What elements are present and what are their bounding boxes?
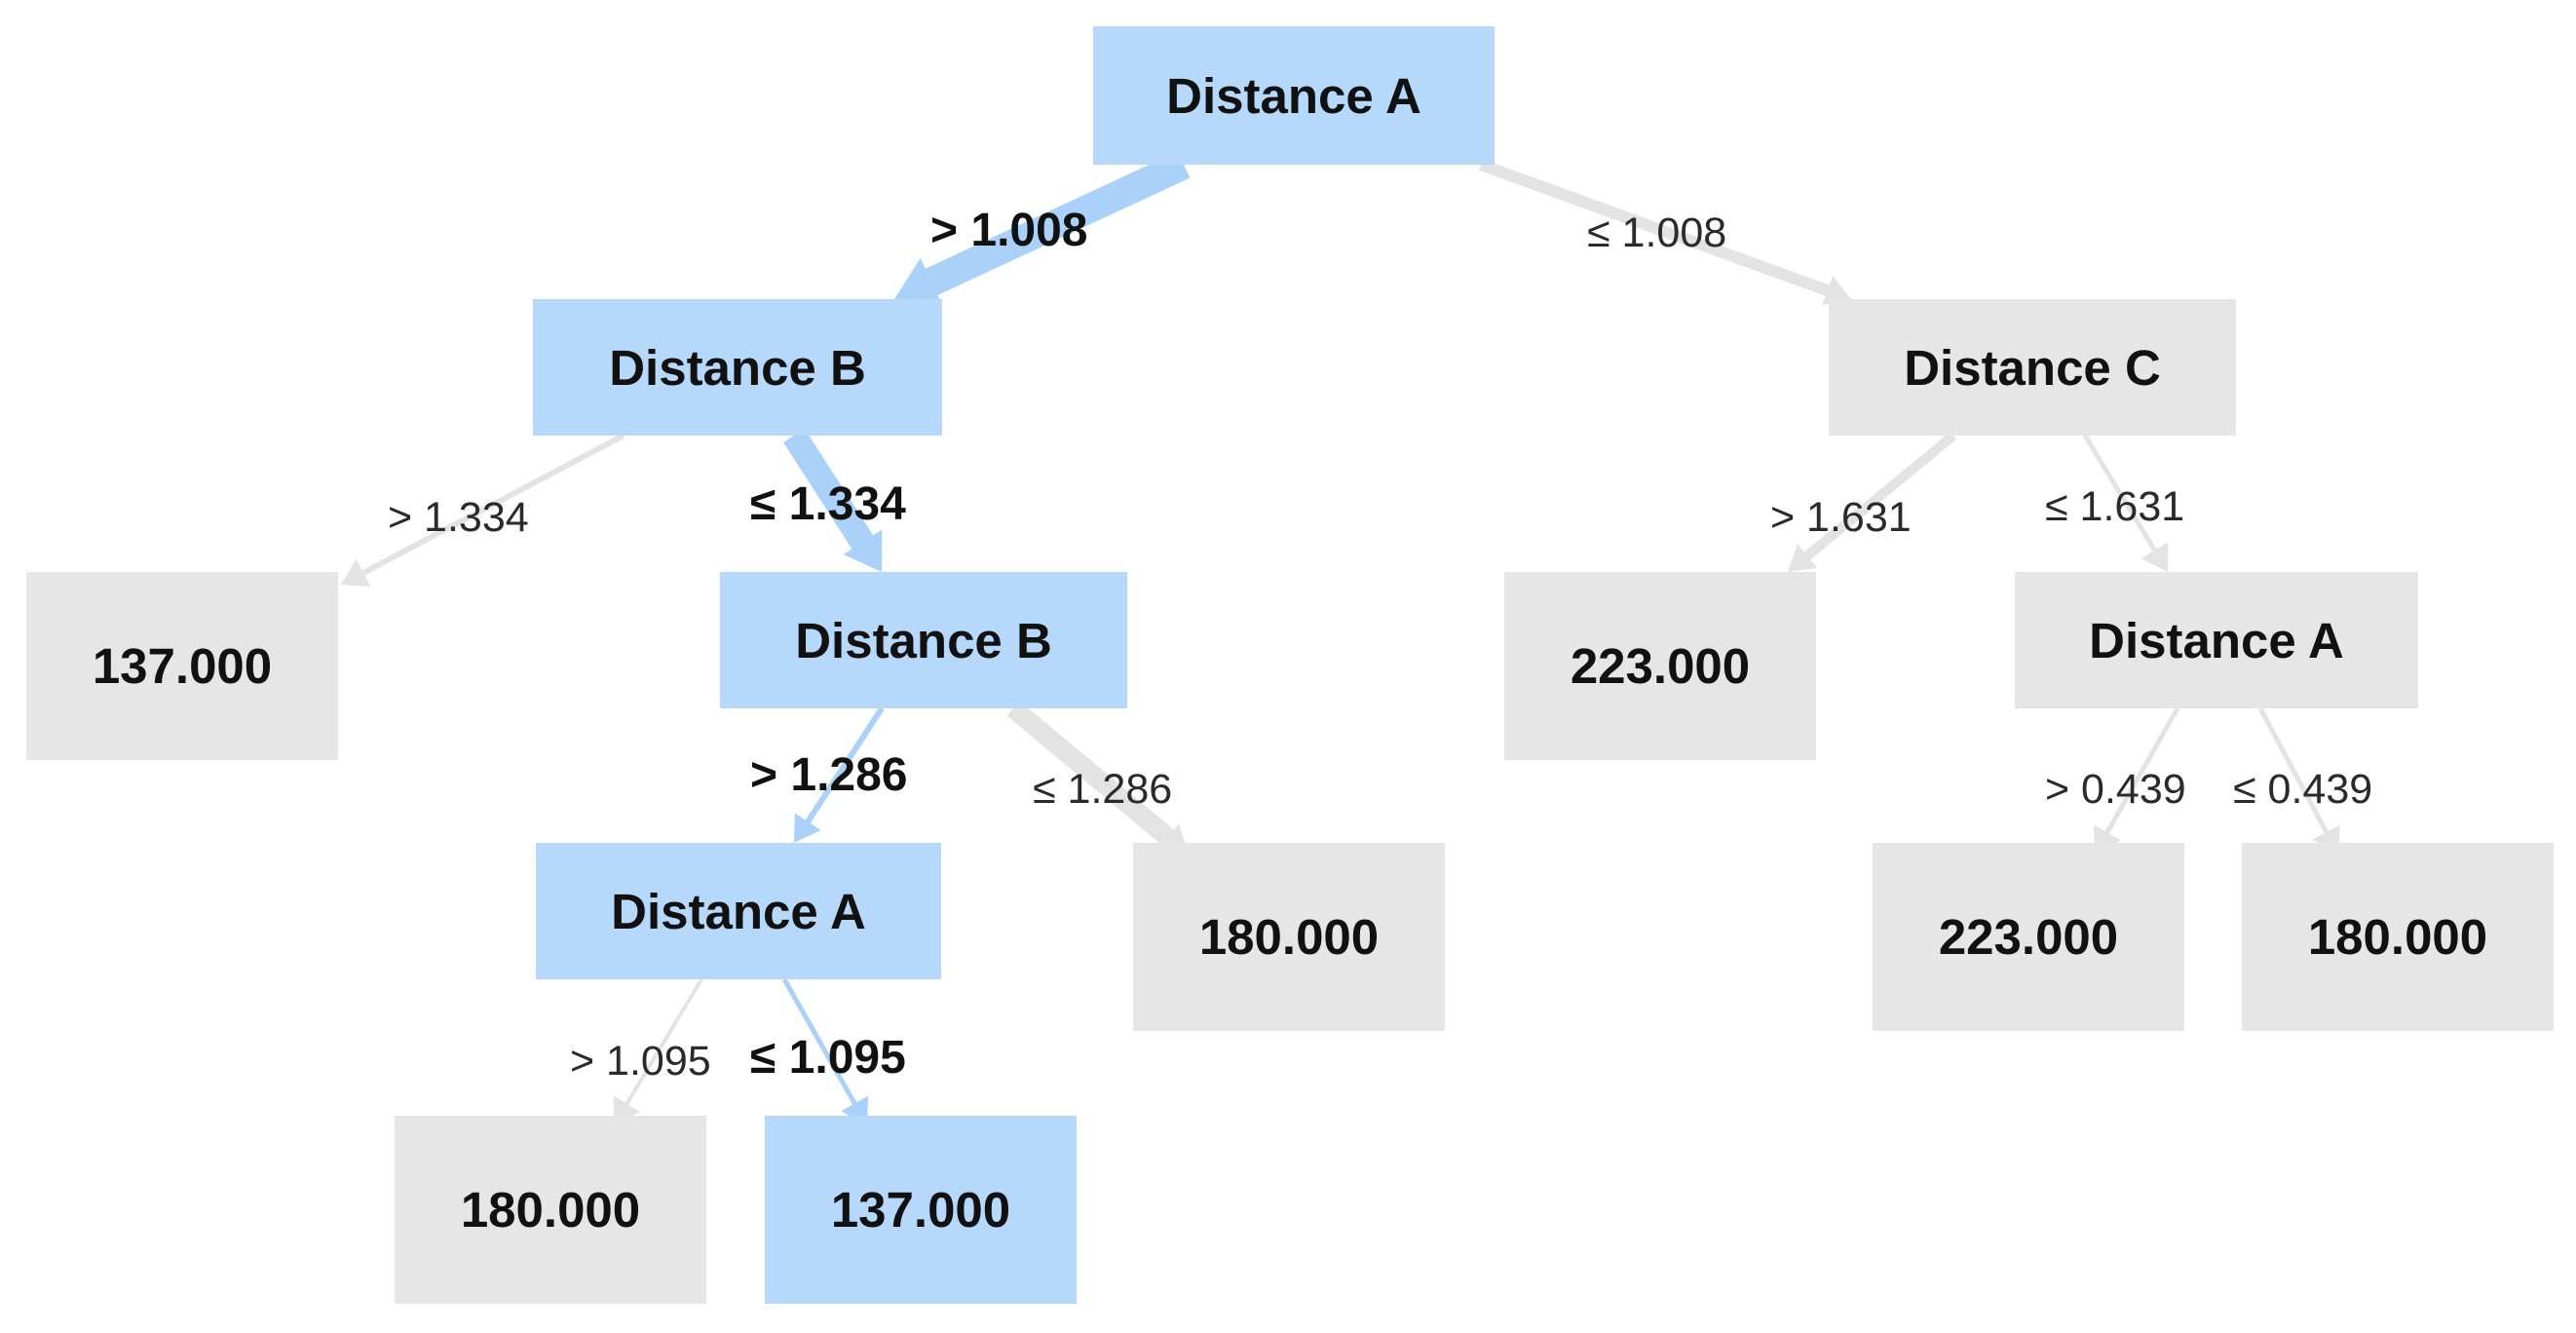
edge-b-to-b2	[783, 428, 878, 555]
leaf-223-mid: 223.000	[1504, 572, 1816, 760]
edge-b-to-137	[357, 433, 625, 578]
edge-label-b2-left: > 1.286	[750, 749, 908, 801]
leaf-137-bottom: 137.000	[765, 1116, 1077, 1304]
edge-c-to-a	[2082, 434, 2160, 556]
leaf-137-left: 137.000	[26, 572, 338, 760]
edge-c-to-223-arrowhead	[1788, 544, 1818, 572]
edge-label-a-lower-right: ≤ 1.095	[750, 1032, 906, 1084]
node-distance-a-right: Distance A	[2015, 572, 2418, 708]
edge-b2-to-180	[1006, 701, 1179, 849]
edge-label-c-right: ≤ 1.631	[2045, 483, 2185, 530]
edge-label-root-left: > 1.008	[930, 205, 1088, 256]
edge-root-to-b	[918, 151, 1191, 299]
edge-label-a-right-left: > 0.439	[2045, 766, 2186, 813]
node-distance-a-lower: Distance A	[536, 843, 941, 979]
edge-root-to-c-arrowhead	[1822, 276, 1851, 306]
edge-a-to-223	[2102, 706, 2180, 839]
leaf-180-center: 180.000	[1133, 843, 1445, 1031]
edge-label-a-right-right: ≤ 0.439	[2233, 766, 2373, 813]
edge-c-to-a-arrowhead	[2140, 542, 2169, 572]
edge-b2-to-a-arrowhead	[794, 813, 821, 843]
edge-b-to-137-arrowhead	[341, 558, 371, 588]
node-distance-b-upper: Distance B	[533, 299, 942, 436]
edge-label-c-left: > 1.631	[1770, 494, 1912, 541]
leaf-180-right: 180.000	[2242, 843, 2554, 1031]
edge-b-to-b2-arrowhead	[843, 529, 882, 572]
node-distance-c: Distance C	[1829, 299, 2236, 436]
edge-root-to-b-arrowhead	[894, 257, 943, 306]
node-distance-b-lower: Distance B	[720, 572, 1127, 708]
edge-root-to-c	[1478, 159, 1835, 298]
leaf-223-right: 223.000	[1873, 843, 2184, 1031]
edge-label-b-left: > 1.334	[388, 494, 529, 541]
edge-b2-to-a	[802, 706, 885, 828]
leaf-180-bottom: 180.000	[395, 1116, 706, 1304]
edge-c-to-223	[1799, 432, 1957, 563]
edge-label-b2-right: ≤ 1.286	[1033, 766, 1173, 813]
edge-alow-to-137	[781, 977, 859, 1110]
edge-a-to-180	[2257, 706, 2331, 838]
node-root-distance-a: Distance A	[1093, 26, 1495, 165]
edge-label-a-lower-left: > 1.095	[570, 1038, 711, 1085]
edge-alow-to-180	[622, 977, 703, 1110]
edge-label-root-right: ≤ 1.008	[1587, 209, 1727, 256]
edge-label-b-right: ≤ 1.334	[750, 478, 906, 530]
